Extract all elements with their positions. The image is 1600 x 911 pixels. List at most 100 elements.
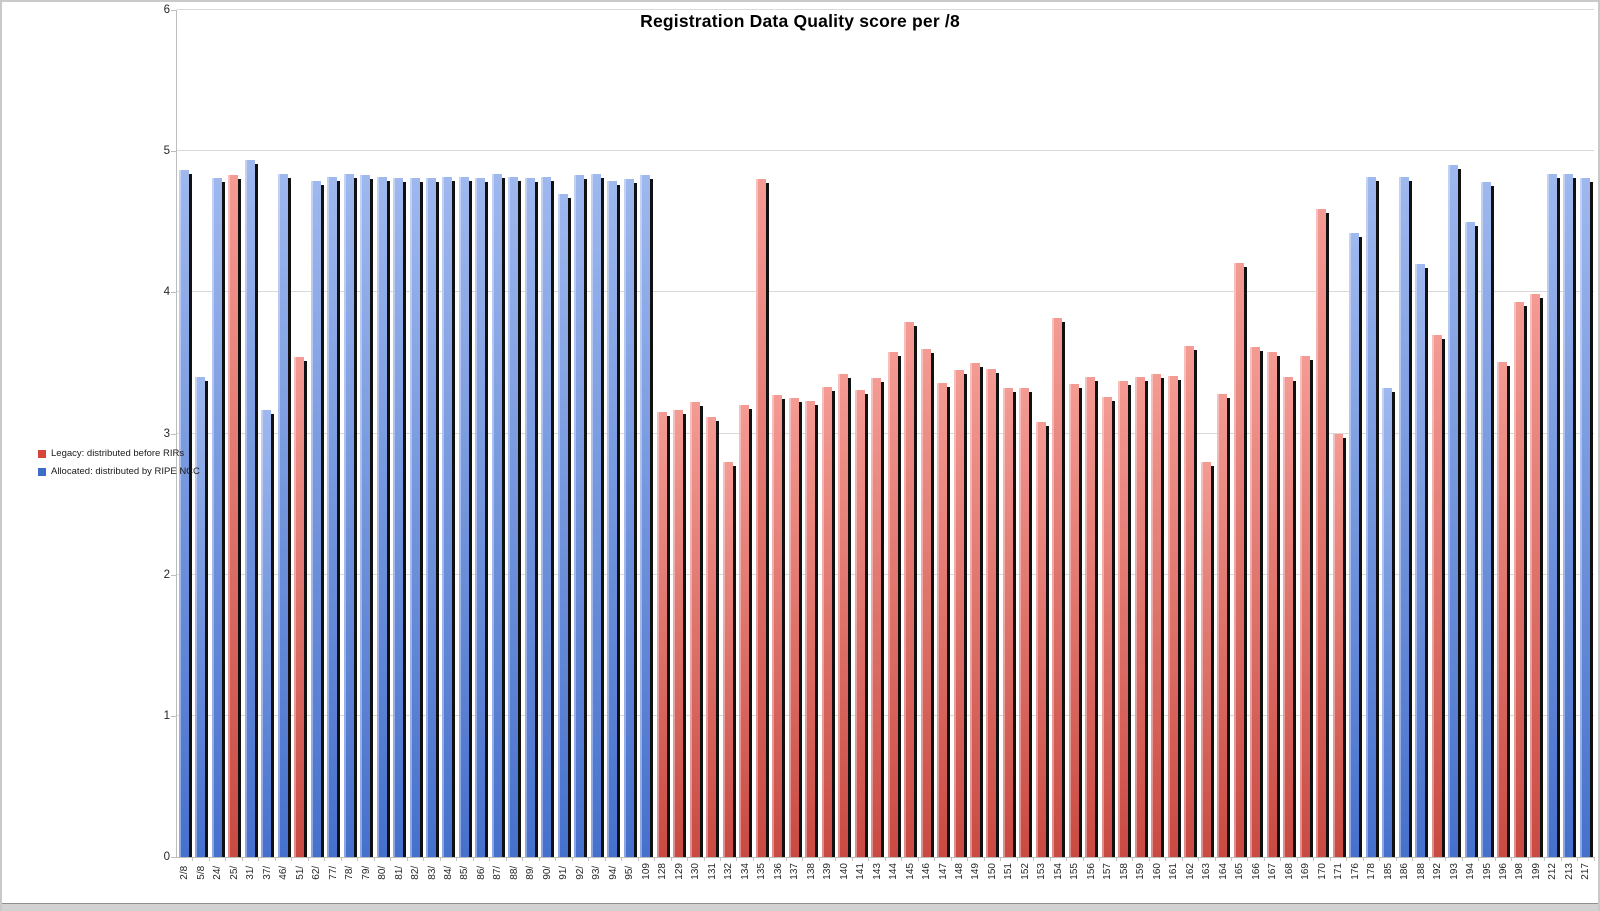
x-label-slot: 194 (1463, 863, 1479, 880)
bar-shadow (600, 177, 604, 857)
bar-slot (507, 10, 524, 861)
x-label-slot: 138 (803, 863, 819, 880)
x-tick-mark (1280, 857, 1282, 861)
x-label-slot: 51/ (292, 863, 308, 880)
x-tick-mark (324, 857, 326, 861)
x-label-slot: 131 (705, 863, 721, 880)
bar-91- (557, 193, 571, 857)
x-label-slot: 199 (1529, 863, 1545, 880)
bar-shadow (287, 177, 291, 857)
x-tick-mark (1379, 857, 1381, 861)
bar-fill (1217, 393, 1228, 857)
bar-fill (1563, 173, 1574, 857)
bar-slot (1199, 10, 1216, 861)
x-tick-mark (1231, 857, 1232, 861)
x-label-slot: 154 (1051, 863, 1067, 880)
bar-fill (1415, 264, 1426, 857)
bar-shadow (815, 405, 819, 857)
bar-fill (607, 180, 618, 857)
bar-fill (376, 176, 387, 857)
x-axis-label: 143 (871, 863, 883, 880)
bar-slot (391, 10, 408, 861)
bar-158 (1118, 381, 1132, 857)
bar-shadow (1227, 397, 1231, 857)
bar-fill (722, 461, 733, 857)
bar-slot (1216, 10, 1232, 861)
x-label-slot: 176 (1347, 863, 1363, 880)
x-axis-label: 46/ (278, 865, 290, 880)
x-axis-label: 78/ (344, 865, 356, 880)
x-tick-mark (1082, 857, 1084, 861)
bar-170 (1316, 209, 1330, 857)
x-label-slot: 134 (737, 863, 753, 880)
bar-slot (1084, 10, 1101, 861)
bar-slot (309, 10, 326, 861)
bar-shadow (947, 386, 951, 857)
bar-slot (1380, 10, 1397, 861)
bar-shadow (518, 180, 522, 857)
bar-fill (1233, 262, 1244, 857)
bar-fill (1431, 334, 1442, 857)
bar-shadow (254, 163, 258, 857)
bar-fill (1283, 377, 1294, 857)
x-tick-mark (1478, 857, 1480, 861)
bar-slot (358, 10, 375, 861)
x-label-slot: 31/ (243, 863, 259, 880)
window-bottom-edge (2, 903, 1598, 911)
x-axis-label: 165 (1234, 863, 1246, 880)
bar-212 (1546, 173, 1560, 857)
x-axis-label: 24/ (212, 865, 224, 880)
bar-shadow (914, 325, 918, 857)
x-axis-label: 168 (1283, 863, 1295, 880)
bar-217 (1579, 178, 1593, 857)
x-axis-label: 155 (1069, 863, 1081, 880)
x-tick-mark (456, 857, 458, 861)
x-tick-mark (1066, 857, 1068, 861)
x-tick-mark (1544, 857, 1546, 861)
bar-slot (589, 10, 606, 861)
bar-51- (294, 357, 308, 857)
x-tick-mark (670, 857, 672, 861)
x-axis-label: 31/ (245, 865, 257, 880)
x-axis-labels: 2/8 5/8 24/25/31/37/46/51/62/77/78/79/80/8… (177, 863, 1594, 880)
x-tick-mark (571, 857, 573, 861)
bar-slot (985, 10, 1002, 861)
x-label-slot: 157 (1100, 863, 1116, 880)
bar-shadow (304, 361, 308, 857)
bar-slot (1545, 10, 1562, 861)
y-tick-label: 0 (163, 851, 170, 863)
bar-fill (1349, 233, 1360, 857)
x-axis-label: 77/ (327, 865, 339, 880)
bar-fill (1365, 176, 1376, 857)
bar-shadow (1359, 237, 1363, 857)
x-tick-mark (1165, 857, 1167, 861)
x-axis-label: 213 (1563, 863, 1575, 880)
x-label-slot: 2/8 (177, 863, 193, 880)
x-label-slot: 168 (1281, 863, 1297, 880)
bar-88- (508, 176, 522, 857)
x-tick-mark (719, 857, 721, 861)
bar-fill (508, 176, 519, 857)
x-label-slot: 84/ (441, 863, 457, 880)
bar-150 (986, 368, 1000, 857)
x-axis-label: 84/ (442, 865, 454, 880)
x-axis-label: 198 (1514, 863, 1526, 880)
x-tick-mark (472, 857, 474, 861)
bar-slot (853, 10, 870, 861)
x-axis-label: 158 (1118, 863, 1130, 880)
x-tick-mark (1313, 857, 1315, 861)
bar-shadow (205, 381, 209, 857)
bar-194 (1464, 221, 1478, 857)
bar-slot (705, 10, 721, 861)
bar-slot (606, 10, 623, 861)
bar-fill (937, 382, 948, 857)
x-axis-label: 91/ (558, 865, 570, 880)
bar-37- (261, 409, 275, 857)
x-label-slot: 153 (1034, 863, 1050, 880)
x-tick-mark (752, 857, 754, 861)
bar-shadow (1589, 182, 1593, 857)
bar-shadow (1474, 225, 1478, 857)
bar-178 (1365, 176, 1379, 857)
bar-84- (442, 176, 456, 857)
bar-156 (1085, 377, 1099, 857)
